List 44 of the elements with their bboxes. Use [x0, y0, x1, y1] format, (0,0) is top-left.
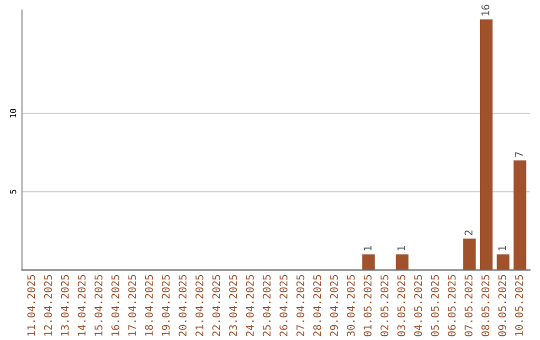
data-label: 1 — [397, 246, 406, 250]
x-tick-label: 09.05.2025 — [498, 275, 506, 336]
x-tick-label: 03.05.2025 — [397, 275, 406, 336]
bar — [480, 19, 493, 270]
x-tick-label: 06.05.2025 — [448, 275, 456, 336]
y-tick-label: 5 — [10, 190, 16, 194]
x-tick-label: 04.05.2025 — [414, 275, 422, 336]
bar — [396, 254, 408, 270]
bar — [514, 160, 526, 270]
x-tick-label: 20.04.2025 — [178, 275, 187, 336]
bar — [362, 254, 375, 270]
x-tick-label: 23.04.2025 — [229, 275, 237, 336]
x-tick-label: 05.05.2025 — [430, 275, 439, 336]
x-tick-label: 17.04.2025 — [128, 275, 136, 336]
data-label: 7 — [515, 152, 523, 157]
x-tick-label: 14.04.2025 — [78, 275, 86, 336]
x-tick-label: 13.04.2025 — [60, 275, 69, 336]
x-tick-label: 11.04.2025 — [27, 275, 36, 336]
data-label: 16 — [481, 4, 490, 16]
x-tick-label: 30.04.2025 — [346, 275, 355, 336]
x-tick-label: 12.04.2025 — [44, 275, 52, 336]
x-tick-label: 07.05.2025 — [464, 275, 472, 336]
x-tick-label: 18.04.2025 — [145, 275, 153, 336]
x-tick-label: 01.05.2025 — [364, 275, 372, 336]
data-label: 1 — [364, 246, 372, 250]
x-tick-label: 29.04.2025 — [330, 275, 338, 336]
x-tick-label: 27.04.2025 — [296, 275, 304, 336]
y-tick-label: 10 — [10, 108, 16, 118]
x-tick-label: 15.04.2025 — [94, 275, 102, 336]
bar — [496, 254, 510, 270]
x-tick-label: 10.05.2025 — [515, 275, 523, 336]
x-tick-label: 21.04.2025 — [195, 275, 204, 336]
x-tick-label: 24.04.2025 — [246, 275, 254, 336]
data-label: 1 — [498, 246, 506, 250]
x-tick-label: 22.04.2025 — [212, 275, 220, 336]
x-tick-label: 08.05.2025 — [481, 275, 490, 336]
x-tick-label: 25.04.2025 — [262, 275, 271, 336]
bar — [463, 238, 476, 270]
data-label: 2 — [464, 230, 472, 236]
x-tick-label: 26.04.2025 — [280, 275, 288, 336]
x-tick-label: 19.04.2025 — [162, 275, 170, 336]
x-tick-label: 28.04.2025 — [313, 275, 322, 336]
x-tick-label: 02.05.2025 — [380, 275, 388, 336]
x-tick-label: 16.04.2025 — [111, 275, 120, 336]
